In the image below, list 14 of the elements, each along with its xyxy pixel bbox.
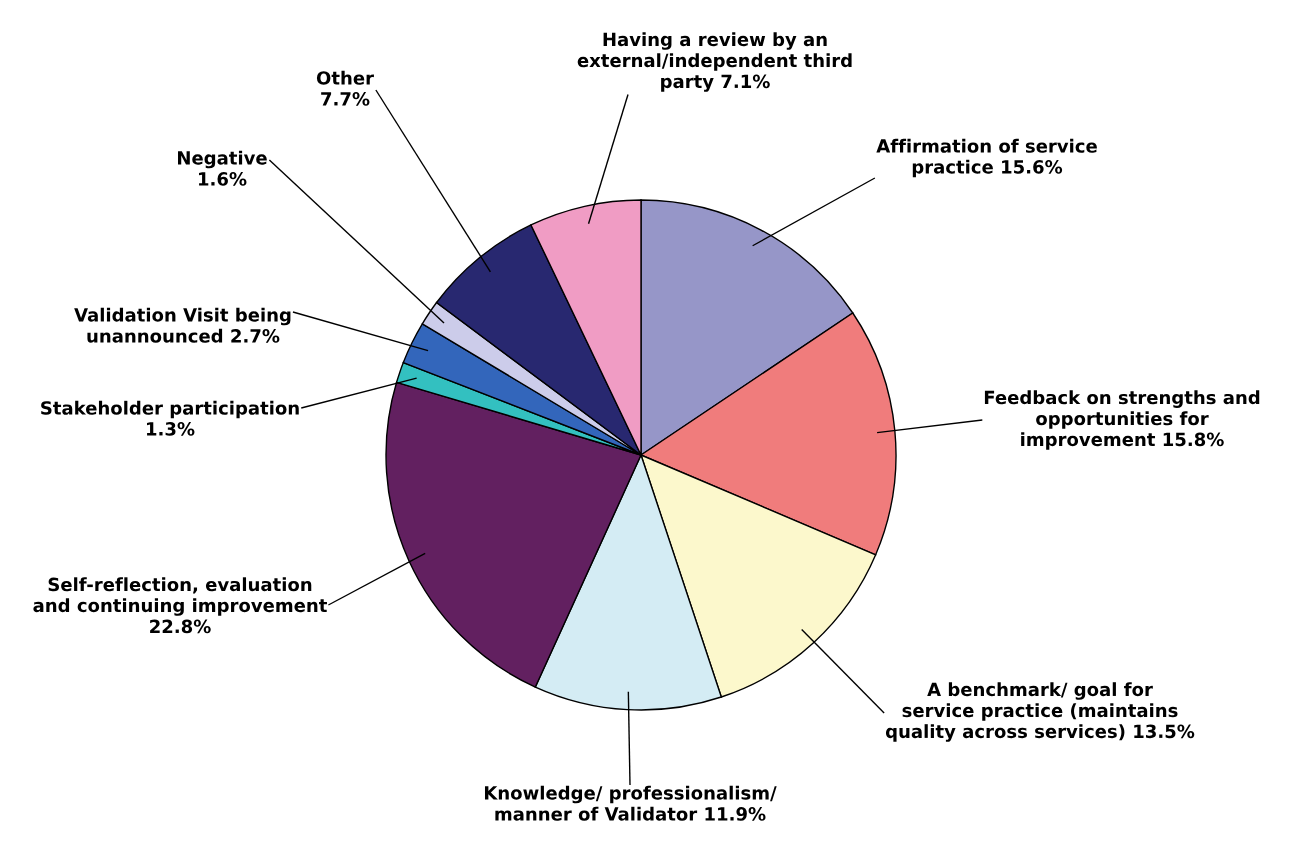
slice-label: Feedback on strengths and opportunities for improvement 15.8% [984,390,1260,450]
slice-label: Validation Visit being unannounced 2.7% [74,307,291,343]
slice-label: Affirmation of service practice 15.6% [876,138,1097,178]
data-label: 1.3% [147,422,195,436]
slice-label: Having a review by an external/independent third party 7.1% [577,32,852,92]
data-label: 7.7% [321,92,370,106]
slice-label: Self-reflection, evaluation and continuing improvement [33,577,327,616]
slice-label: Stakeholder participation [41,400,299,419]
slice-label: Other [316,70,374,85]
slice-label: Negative [178,150,267,169]
data-label: 22.8% [150,619,211,634]
slice-label: A benchmark/ goal for service practice (maintains quality across services) 13.5% [885,682,1195,742]
slice-label: Knowledge/ professionalism/ manner of Validator 11.9% [484,785,777,821]
data-label: 1.6% [199,172,247,186]
